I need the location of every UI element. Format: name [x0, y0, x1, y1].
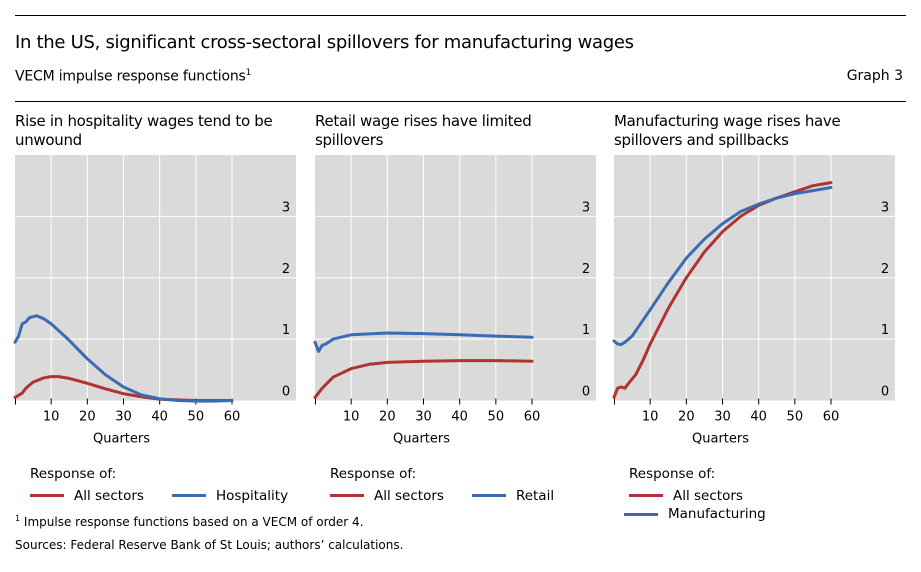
- legend-header: Response of:: [629, 466, 716, 482]
- legend-label: Manufacturing: [668, 506, 766, 522]
- panel-title: Retail wage rises have limited spillover…: [315, 112, 532, 149]
- x-tick-label: 60: [524, 410, 541, 425]
- legend-label: Hospitality: [215, 487, 289, 504]
- panel-chart-3: 10 20 30 40 50 60 0 1 2 3 Quarters: [612, 155, 895, 447]
- legend-item: All sectors: [629, 488, 743, 504]
- x-tick-label: 30: [115, 410, 132, 425]
- y-tick-label: 0: [582, 385, 590, 400]
- graph-number: Graph 3: [846, 68, 903, 84]
- panel-chart-1: 10 20 30 40 50 60 0 1 2 3 Quarters: [13, 155, 296, 447]
- y-tick-label: 2: [582, 262, 590, 277]
- legend-swatch: [629, 494, 663, 497]
- y-tick-label: 3: [582, 200, 590, 215]
- footnote-text: Impulse response functions based on a VE…: [23, 515, 364, 529]
- x-tick-label: 60: [823, 410, 840, 425]
- x-tick-label: 50: [787, 410, 804, 425]
- footnote-marker: 1: [245, 68, 252, 78]
- subtitle-text: VECM impulse response functions: [15, 68, 246, 85]
- legend-item: All sectors: [330, 488, 444, 504]
- series-line-hospitality: [13, 314, 234, 403]
- legend-label: Retail: [515, 487, 555, 504]
- x-tick-label: 40: [451, 410, 468, 425]
- header-rule: [15, 101, 906, 102]
- x-tick-label: 50: [188, 410, 205, 425]
- x-tick-label: 40: [151, 410, 168, 425]
- x-tick-label: 30: [714, 410, 731, 425]
- x-axis-label: Quarters: [393, 432, 450, 447]
- x-tick-label: 50: [488, 410, 505, 425]
- top-rule: [15, 15, 906, 16]
- legend-item: Manufacturing: [624, 506, 766, 522]
- legend-label: All sectors: [673, 487, 743, 504]
- legend-swatch: [624, 512, 658, 516]
- y-tick-label: 1: [881, 323, 889, 338]
- legend-item: All sectors: [30, 488, 144, 504]
- x-tick-label: 60: [224, 410, 241, 425]
- panel-title: Rise in hospitality wages tend to be unw…: [15, 112, 273, 149]
- legend-swatch: [30, 494, 64, 497]
- legend: Response of: All sectors Manufacturing: [614, 466, 921, 522]
- y-tick-label: 0: [282, 385, 290, 400]
- panel-title: Manufacturing wage rises have spillovers…: [614, 112, 841, 149]
- panel-chart-2: 10 20 30 40 50 60 0 1 2 3 Quarters: [313, 155, 596, 447]
- footnote-sup: 1: [15, 514, 21, 523]
- legend-header: Response of:: [330, 466, 417, 482]
- legend-swatch: [171, 494, 206, 497]
- x-axis-label: Quarters: [692, 432, 749, 447]
- legend-swatch: [330, 494, 364, 497]
- x-tick-label: 30: [415, 410, 432, 425]
- legend-item: Retail: [471, 487, 555, 504]
- legend: Response of: All sectors Hospitality: [15, 466, 306, 504]
- footnote: 1 Impulse response functions based on a …: [15, 514, 364, 529]
- x-tick-label: 20: [678, 410, 695, 425]
- series-line-manufacturing: [612, 186, 833, 347]
- x-tick-label: 20: [79, 410, 96, 425]
- legend-label: All sectors: [74, 487, 144, 504]
- y-tick-label: 2: [282, 262, 290, 277]
- x-tick-label: 20: [379, 410, 396, 425]
- series-line-all-sectors: [313, 359, 534, 399]
- sources: Sources: Federal Reserve Bank of St Loui…: [15, 538, 404, 552]
- y-tick-label: 3: [881, 200, 889, 215]
- y-tick-label: 3: [282, 200, 290, 215]
- x-tick-label: 40: [750, 410, 767, 425]
- x-tick-label: 10: [43, 410, 60, 425]
- legend-swatch: [471, 494, 506, 497]
- y-tick-label: 2: [881, 262, 889, 277]
- chart-title: In the US, significant cross-sectoral sp…: [15, 32, 634, 53]
- legend-label: All sectors: [374, 487, 444, 504]
- x-tick-label: 10: [642, 410, 659, 425]
- legend-item: Hospitality: [171, 487, 289, 504]
- chart-subtitle: VECM impulse response functions1: [15, 68, 251, 85]
- legend-header: Response of:: [30, 466, 117, 482]
- x-tick-label: 10: [343, 410, 360, 425]
- y-tick-label: 0: [881, 385, 889, 400]
- series-line-retail: [313, 331, 534, 353]
- y-tick-label: 1: [282, 323, 290, 338]
- legend: Response of: All sectors Retail: [315, 466, 572, 504]
- x-axis-label: Quarters: [93, 432, 150, 447]
- y-tick-label: 1: [582, 323, 590, 338]
